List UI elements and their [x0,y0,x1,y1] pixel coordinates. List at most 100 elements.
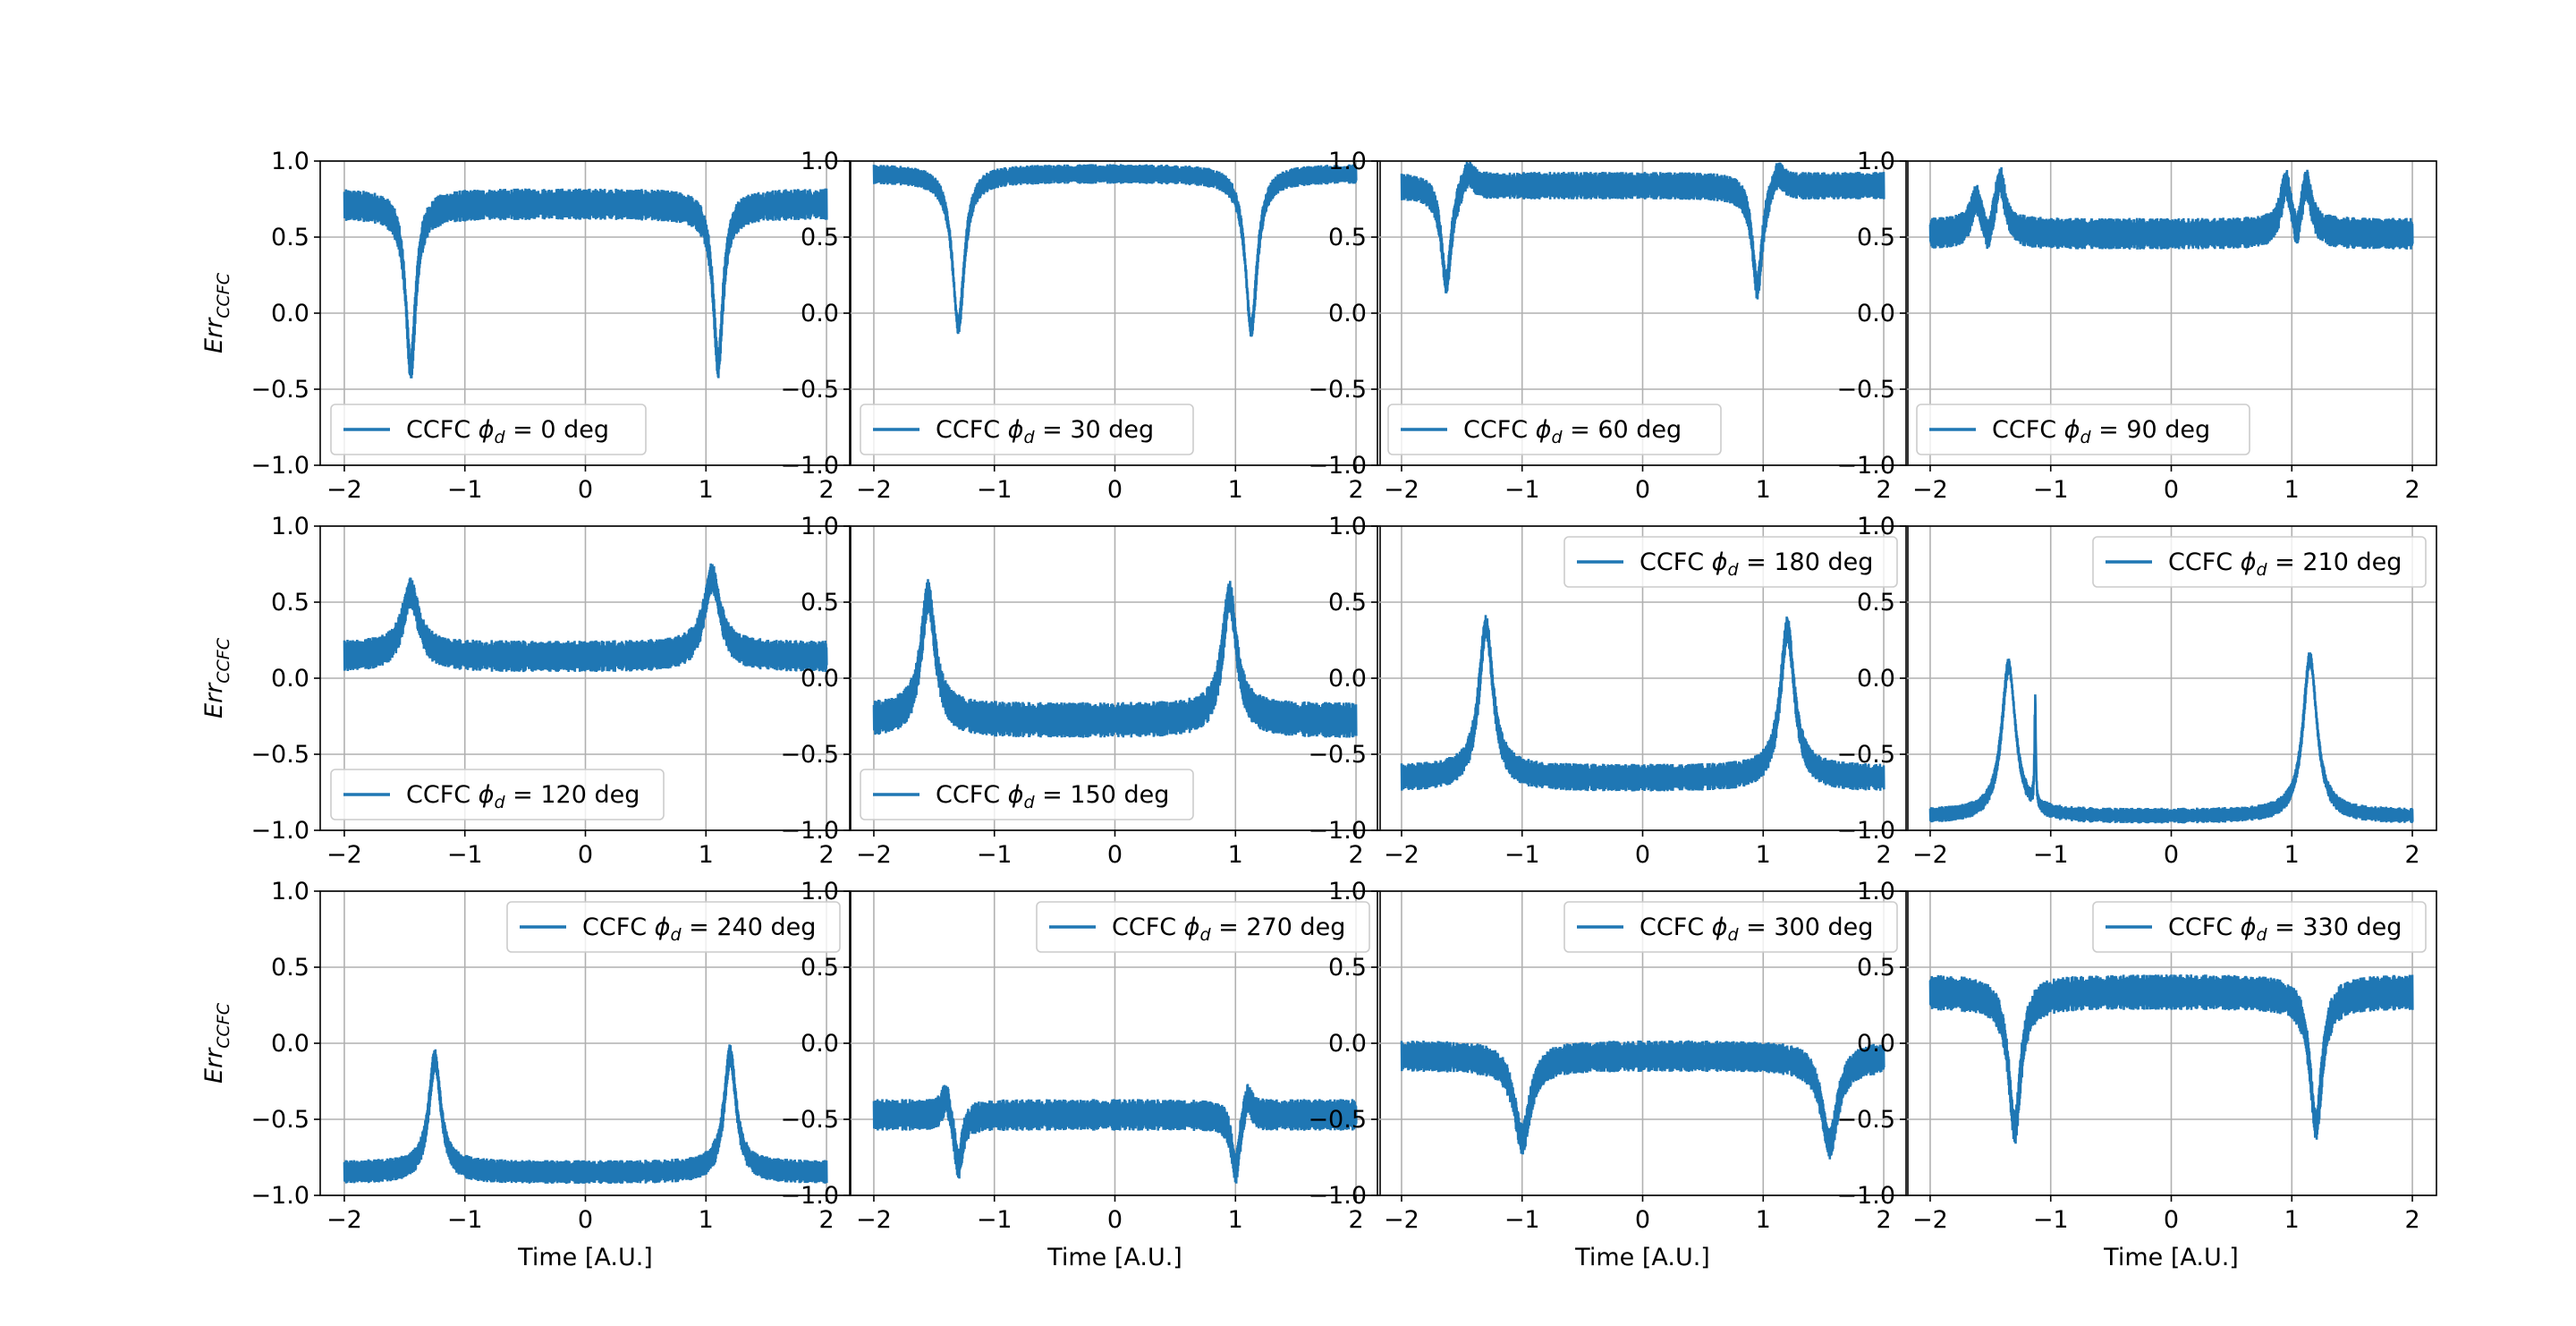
y-tick-label: −0.5 [250,376,309,404]
y-tick-label: −0.5 [780,1106,839,1134]
y-tick-label: 1.0 [1857,148,1895,175]
y-axis-title: ErrCCFC [200,1002,233,1084]
legend: CCFC ϕd = 330 deg [2092,901,2427,953]
x-tick-label: 1 [2284,1206,2300,1234]
legend-label: CCFC ϕd = 330 deg [2168,914,2402,945]
y-tick-label: 1.0 [1857,878,1895,905]
x-tick-label: −1 [2033,841,2069,869]
x-tick-label: 0 [578,476,593,504]
legend-box [2092,901,2427,953]
y-tick-label: −0.5 [780,741,839,769]
x-tick-label: −2 [856,1206,892,1234]
y-tick-label: −0.5 [1836,1106,1895,1134]
y-tick-label: −1.0 [780,452,839,480]
x-tick-label: 1 [699,476,714,504]
y-tick-label: 0.5 [1857,224,1895,251]
y-tick-label: 0.0 [801,300,839,327]
x-tick-label: 1 [2284,841,2300,869]
y-tick-label: −0.5 [1308,1106,1367,1134]
x-tick-label: −1 [977,841,1013,869]
x-tick-label: 2 [818,476,834,504]
y-tick-label: 0.0 [1328,665,1367,693]
x-tick-label: −2 [1384,476,1419,504]
x-tick-label: 0 [2164,476,2179,504]
legend-box [860,404,1194,455]
x-tick-label: 2 [2404,476,2419,504]
y-axis-title-base: Err [200,317,228,353]
x-tick-label: 0 [2164,841,2179,869]
legend-box [2092,536,2427,588]
y-tick-label: 0.5 [1328,954,1367,982]
legend: CCFC ϕd = 120 deg [330,769,665,820]
y-tick-label: 1.0 [1857,513,1895,540]
y-tick-label: −0.5 [780,376,839,404]
y-tick-label: 1.0 [271,513,309,540]
x-tick-label: 2 [2404,841,2419,869]
y-tick-label: −1.0 [250,452,309,480]
x-tick-label: −2 [856,841,892,869]
y-tick-label: −1.0 [1836,817,1895,845]
legend-label: CCFC ϕd = 240 deg [582,914,816,945]
legend-box [1036,901,1370,953]
y-tick-label: 0.5 [801,589,839,616]
x-tick-label: 1 [1228,476,1243,504]
data-series-line [1400,161,1885,300]
y-tick-label: 1.0 [1328,878,1367,905]
x-tick-label: 0 [1107,1206,1123,1234]
data-series-line [1400,1040,1885,1160]
x-tick-label: 0 [1635,1206,1650,1234]
x-tick-label: 2 [1348,476,1363,504]
y-tick-label: −1.0 [250,1182,309,1210]
data-series-line [1928,652,2414,824]
x-tick-label: 2 [1876,841,1891,869]
legend-label: CCFC ϕd = 270 deg [1112,914,1345,945]
data-series-line [1928,974,2414,1144]
y-tick-label: −1.0 [780,1182,839,1210]
x-tick-label: 0 [578,1206,593,1234]
x-tick-label: 2 [1348,841,1363,869]
x-tick-label: −2 [326,841,362,869]
x-tick-label: −1 [447,841,483,869]
x-tick-label: 0 [1107,841,1123,869]
data-series-line [1928,166,2414,250]
legend-box [1563,536,1898,588]
y-tick-label: 0.5 [271,589,309,616]
x-tick-label: 2 [818,841,834,869]
y-tick-label: −1.0 [1308,452,1367,480]
data-series-line [872,579,1358,738]
y-tick-label: −0.5 [1836,741,1895,769]
legend-label: CCFC ϕd = 120 deg [406,781,640,812]
legend: CCFC ϕd = 150 deg [860,769,1194,820]
y-tick-label: 1.0 [801,513,839,540]
y-tick-label: 0.0 [1328,300,1367,327]
y-tick-label: 0.5 [1857,589,1895,616]
y-tick-label: 1.0 [271,148,309,175]
x-tick-label: −1 [2033,476,2069,504]
y-tick-label: 1.0 [801,878,839,905]
y-tick-label: 0.0 [271,300,309,327]
x-tick-label: −1 [447,476,483,504]
x-tick-label: 0 [2164,1206,2179,1234]
y-tick-label: 1.0 [1328,148,1367,175]
y-tick-label: −1.0 [250,817,309,845]
y-tick-label: 0.0 [271,1030,309,1058]
y-tick-label: 0.0 [1857,1030,1895,1058]
data-series-line [872,1084,1358,1184]
y-tick-label: 0.5 [801,954,839,982]
x-tick-label: −2 [1384,1206,1419,1234]
y-tick-label: −0.5 [1308,741,1367,769]
x-tick-label: −1 [1504,476,1540,504]
x-tick-label: −2 [326,1206,362,1234]
x-tick-label: −1 [2033,1206,2069,1234]
y-tick-label: 0.0 [1857,300,1895,327]
x-tick-label: 1 [1756,841,1771,869]
y-tick-label: 0.0 [271,665,309,693]
y-axis-title-sub: CCFC [214,272,233,318]
